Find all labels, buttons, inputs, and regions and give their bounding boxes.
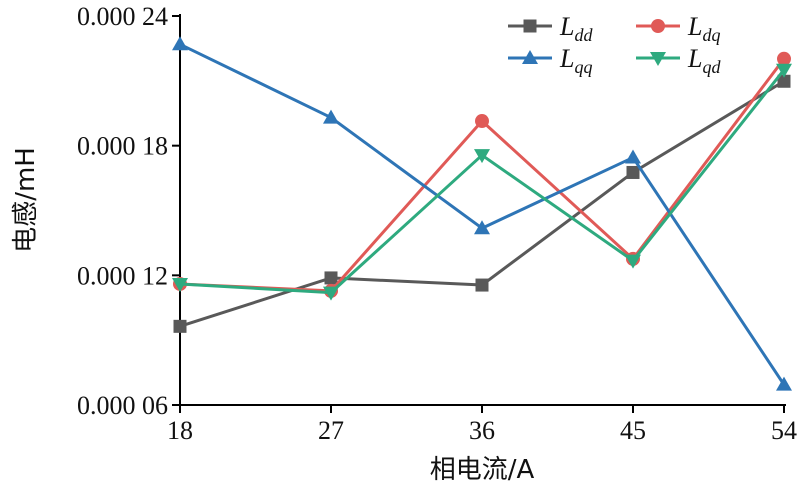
- data-point-ldd: [777, 74, 791, 88]
- x-tick-label: 36: [469, 416, 495, 445]
- data-point-lqq: [323, 109, 339, 124]
- data-point-ldd: [324, 271, 338, 285]
- legend-item-lqq: Lqq: [508, 44, 592, 77]
- legend-label-ldd: Ldd: [559, 12, 593, 45]
- series-ldq: [173, 51, 791, 298]
- data-point-lqd: [625, 254, 641, 269]
- legend-item-lqd: Lqd: [636, 44, 721, 77]
- legend-marker-ldd: [523, 19, 537, 33]
- legend-label-lqq: Lqq: [559, 44, 592, 77]
- data-point-ldd: [626, 165, 640, 179]
- data-point-lqd: [776, 63, 792, 78]
- data-point-lqq: [172, 36, 188, 51]
- series-line-lqq: [179, 42, 786, 386]
- data-point-ldd: [475, 278, 489, 292]
- series-lqq: [172, 36, 792, 391]
- legend-item-ldd: Ldd: [508, 12, 593, 45]
- y-tick-label: 0.000 12: [77, 261, 168, 290]
- x-tick-label: 54: [771, 416, 797, 445]
- x-tick-label: 27: [318, 416, 344, 445]
- data-point-lqq: [625, 149, 641, 164]
- series-line-ldq: [179, 57, 786, 293]
- y-axis-title: 电感/mH: [11, 147, 41, 253]
- data-point-ldd: [173, 319, 187, 333]
- data-point-lqd: [172, 277, 188, 292]
- y-tick-label: 0.000 18: [77, 132, 168, 161]
- data-point-ldq: [777, 51, 791, 66]
- data-point-lqd: [474, 149, 490, 164]
- axes: [172, 14, 786, 413]
- series-ldd: [173, 74, 791, 333]
- legend-label-lqd: Lqd: [687, 44, 721, 77]
- legend: Ldd Ldq Lqq Lqd: [508, 12, 721, 77]
- y-tick-label: 0.000 06: [77, 391, 168, 420]
- data-point-lqq: [776, 376, 792, 391]
- legend-marker-lqq: [522, 50, 538, 64]
- data-point-lqd: [323, 286, 339, 301]
- legend-marker-lqd: [650, 52, 666, 66]
- x-axis-title: 相电流/A: [430, 455, 535, 485]
- x-tick-label: 18: [167, 416, 193, 445]
- legend-label-ldq: Ldq: [687, 12, 720, 45]
- series-lqd: [172, 63, 792, 301]
- legend-item-ldq: Ldq: [636, 12, 720, 45]
- legend-marker-ldq: [651, 19, 665, 33]
- series-layer: [172, 36, 792, 391]
- data-point-ldq: [475, 114, 489, 129]
- tick-labels: 0.000 06 0.000 12 0.000 18 0.000 24 18 27 36 45…: [77, 2, 797, 445]
- x-tick-label: 45: [620, 416, 646, 445]
- y-tick-label: 0.000 24: [77, 2, 168, 31]
- data-point-lqq: [474, 220, 490, 235]
